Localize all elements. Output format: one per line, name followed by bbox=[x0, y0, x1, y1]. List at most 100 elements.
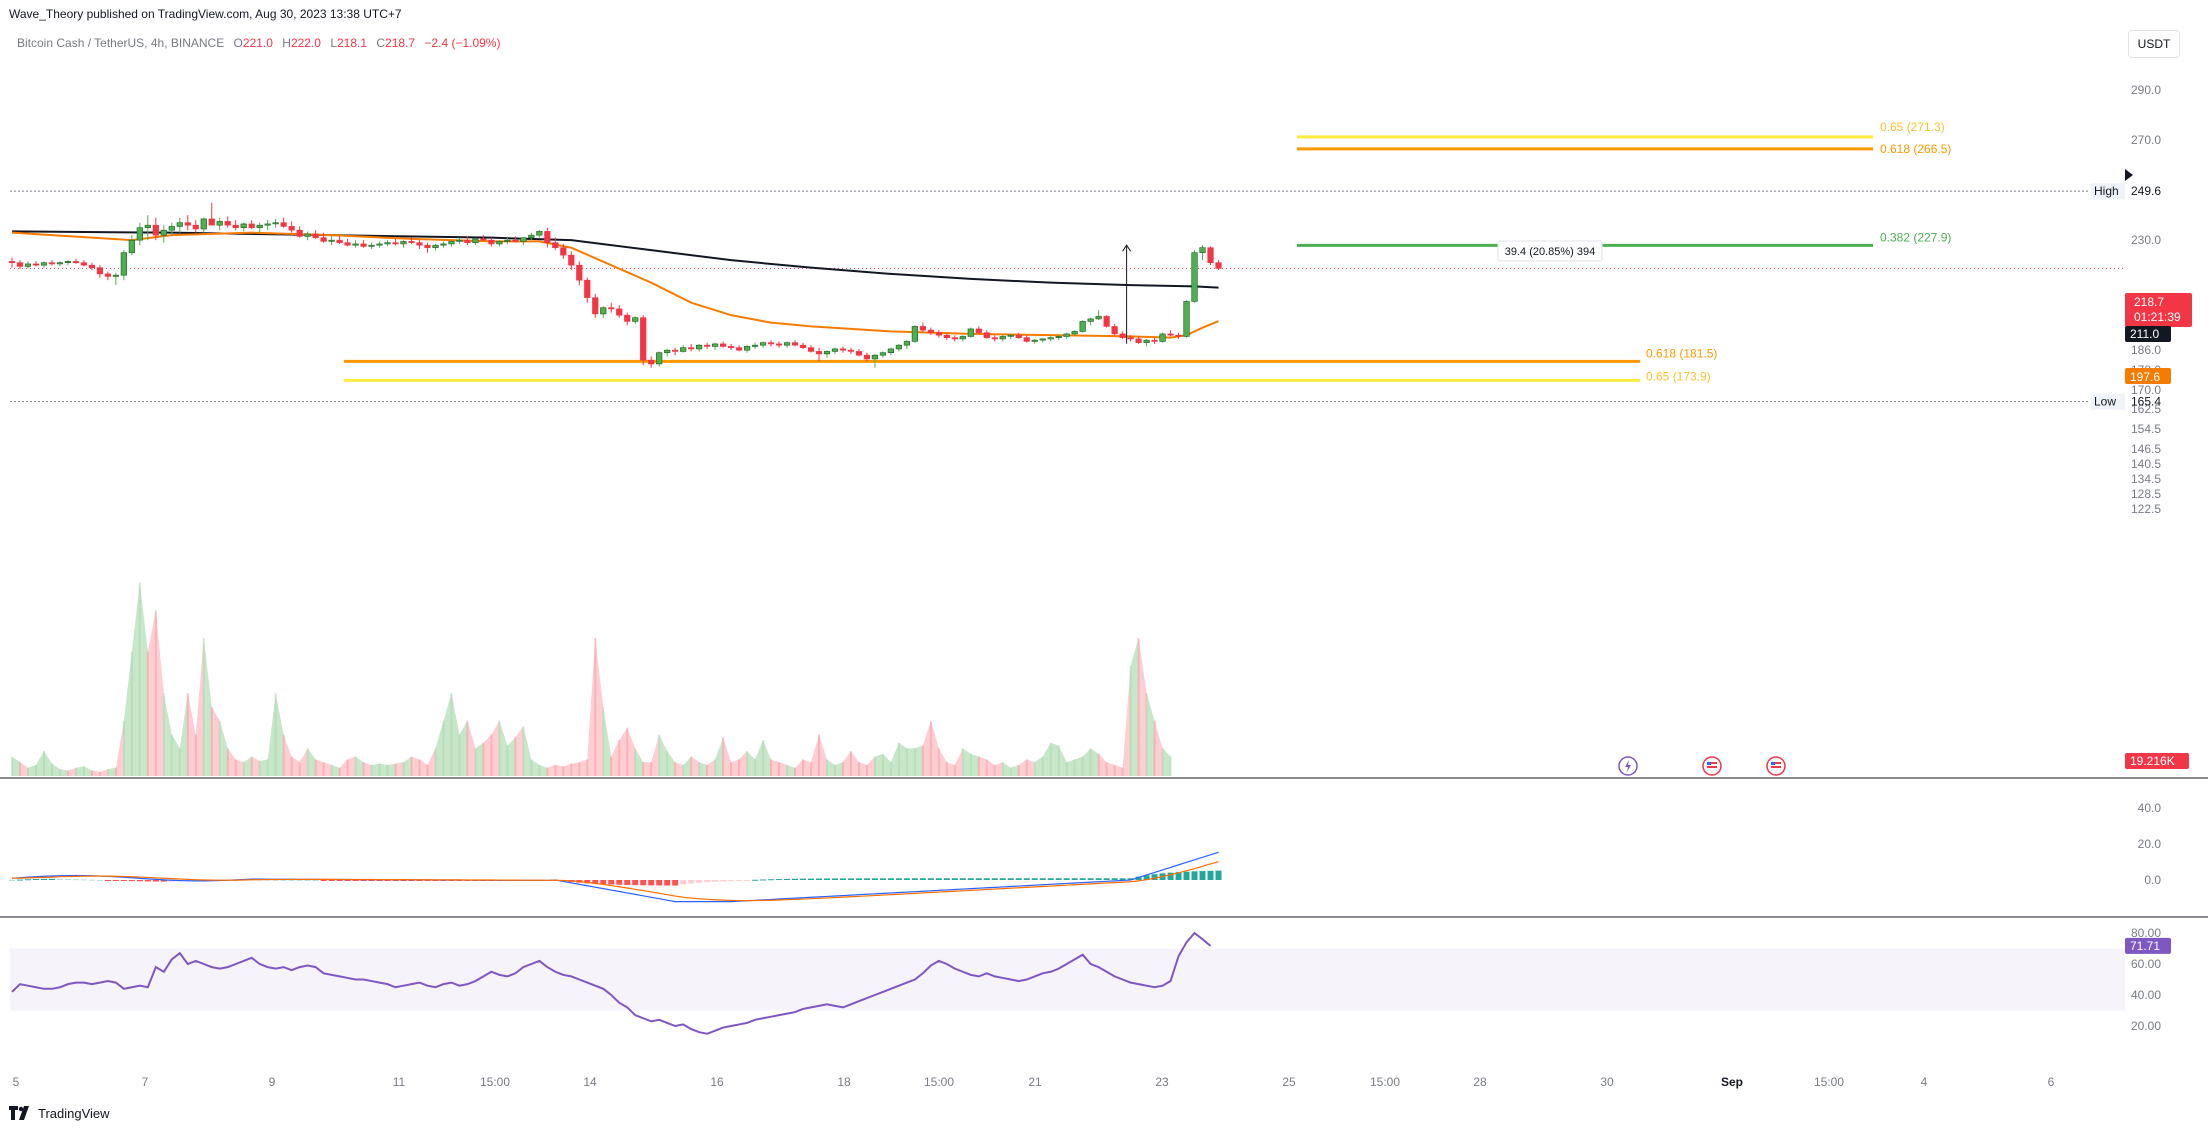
volume-bar bbox=[387, 763, 396, 776]
candle-body bbox=[456, 239, 463, 242]
volume-stripe bbox=[314, 759, 317, 776]
volume-bar bbox=[299, 748, 308, 776]
candle bbox=[376, 241, 383, 248]
low-value: 165.4 bbox=[2131, 395, 2161, 409]
volume-stripe bbox=[138, 582, 141, 776]
candle bbox=[839, 346, 847, 353]
candle-body bbox=[751, 344, 759, 347]
currency-button[interactable]: USDT bbox=[2128, 30, 2180, 58]
candle bbox=[1127, 335, 1134, 342]
tradingview-logo[interactable]: TradingView bbox=[9, 1104, 110, 1122]
candle-body bbox=[344, 242, 351, 246]
macd-signal-line bbox=[11, 861, 1219, 902]
symbol-legend[interactable]: Bitcoin Cash / TetherUS, 4h, BINANCE O22… bbox=[17, 36, 500, 50]
symbol-title: Bitcoin Cash / TetherUS, 4h, BINANCE bbox=[17, 36, 225, 50]
volume-bar bbox=[747, 751, 756, 776]
volume-bar bbox=[1026, 759, 1035, 776]
volume-stripe bbox=[578, 762, 581, 776]
macd-histogram-bar bbox=[1119, 878, 1126, 880]
macd-histogram-bar bbox=[64, 878, 71, 880]
last-price-countdown: 01:21:39 bbox=[2134, 310, 2181, 324]
volume-stripe bbox=[98, 771, 101, 776]
volume-bar bbox=[83, 766, 92, 776]
macd-histogram-bar bbox=[72, 879, 79, 881]
volume-stripe bbox=[1113, 764, 1116, 776]
volume-bar bbox=[27, 764, 36, 776]
macd-histogram-bar bbox=[416, 880, 423, 881]
macd-histogram-bar bbox=[112, 880, 119, 881]
ohlc-low: L218.1 bbox=[330, 36, 368, 50]
volume-stripe bbox=[1145, 693, 1148, 776]
volume-bar bbox=[555, 764, 564, 776]
candle bbox=[88, 262, 95, 271]
macd-histogram-bar bbox=[1055, 878, 1062, 880]
candle bbox=[1103, 315, 1110, 328]
macd-histogram-bar bbox=[768, 879, 775, 881]
candle bbox=[967, 327, 974, 338]
candle-body bbox=[600, 307, 607, 315]
volume-stripe bbox=[1009, 767, 1012, 776]
time-tick: 28 bbox=[1473, 1075, 1487, 1089]
volume-stripe bbox=[889, 762, 892, 776]
candle-body bbox=[624, 314, 631, 322]
volume-stripe bbox=[74, 767, 77, 776]
macd-histogram-bar bbox=[887, 878, 894, 880]
macd-histogram-bar bbox=[144, 880, 151, 882]
candle bbox=[608, 302, 615, 313]
candle-body bbox=[1111, 326, 1118, 335]
macd-histogram-bar bbox=[160, 880, 167, 882]
volume-stripe bbox=[354, 756, 357, 776]
candle-body bbox=[544, 231, 551, 243]
volume-stripe bbox=[1057, 745, 1060, 776]
candle-body bbox=[360, 243, 367, 247]
volume-bar bbox=[667, 751, 676, 776]
macd-histogram-bar bbox=[656, 880, 663, 886]
macd-histogram-bar bbox=[800, 878, 807, 880]
volume-stripe bbox=[754, 759, 757, 776]
candle-body bbox=[839, 348, 847, 351]
candle-body bbox=[352, 243, 359, 246]
volume-stripe bbox=[857, 762, 860, 776]
volume-stripe bbox=[106, 769, 109, 776]
volume-bar bbox=[715, 737, 724, 776]
volume-stripe bbox=[34, 764, 37, 776]
volume-bar bbox=[619, 727, 628, 776]
candle-body bbox=[232, 224, 239, 228]
volume-stripe bbox=[122, 720, 125, 776]
candle-body bbox=[488, 239, 495, 245]
macd-histogram-bar bbox=[592, 880, 599, 884]
macd-histogram-bar bbox=[272, 879, 279, 881]
macd-histogram-bar bbox=[664, 880, 671, 886]
us-flag-event-icon bbox=[1702, 756, 1722, 776]
macd-histogram-bar bbox=[1007, 878, 1014, 880]
candle bbox=[472, 237, 479, 246]
volume-stripe bbox=[690, 756, 693, 776]
fib-label: 0.618 (266.5) bbox=[1880, 142, 1951, 156]
volume-bar bbox=[1098, 753, 1107, 776]
time-tick: 30 bbox=[1600, 1075, 1614, 1089]
candle-body bbox=[176, 222, 183, 227]
candle bbox=[544, 227, 551, 248]
candle bbox=[416, 240, 423, 249]
candle bbox=[975, 326, 982, 334]
candle bbox=[1071, 330, 1078, 337]
volume-stripe bbox=[778, 762, 781, 776]
candle bbox=[640, 315, 647, 366]
candle bbox=[1015, 332, 1022, 339]
candle bbox=[488, 237, 495, 247]
macd-histogram-bar bbox=[1087, 878, 1094, 880]
price-tick: 290.0 bbox=[2131, 83, 2161, 97]
candle bbox=[727, 343, 735, 351]
volume-bar bbox=[483, 734, 492, 776]
candle bbox=[871, 353, 879, 368]
volume-bar bbox=[291, 756, 300, 776]
macd-histogram-bar bbox=[983, 878, 990, 880]
candle-body bbox=[1047, 337, 1054, 340]
volume-stripe bbox=[1097, 753, 1100, 776]
time-tick: 25 bbox=[1282, 1075, 1296, 1089]
candle bbox=[616, 305, 623, 318]
volume-stripe bbox=[1129, 665, 1132, 776]
volume-bar bbox=[347, 756, 356, 776]
candle bbox=[24, 261, 32, 269]
